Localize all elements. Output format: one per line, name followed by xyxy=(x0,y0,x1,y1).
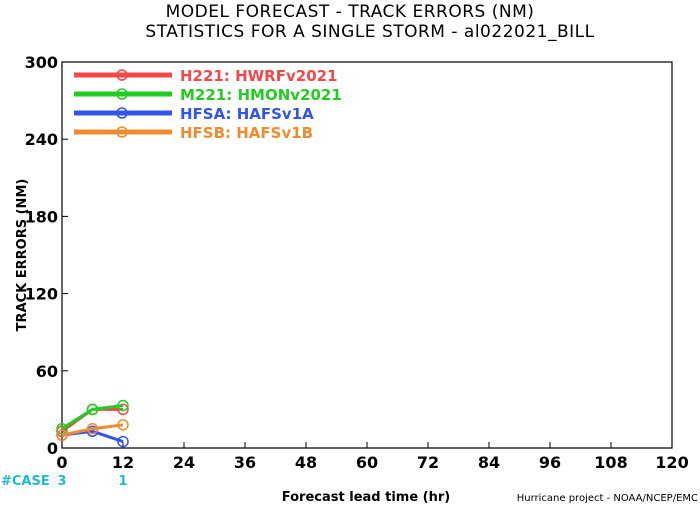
data-point xyxy=(117,403,129,416)
data-point xyxy=(86,403,99,416)
series-line xyxy=(61,404,124,430)
x-tick-label: 96 xyxy=(539,453,561,472)
legend-label: HFSB: HAFSv1B xyxy=(180,124,313,142)
case-count-row: #CASE 3 1 xyxy=(1,474,128,489)
data-point xyxy=(86,422,99,435)
y-tick-label: 300 xyxy=(25,53,58,72)
x-axis-label: Forecast lead time (hr) xyxy=(282,490,450,505)
legend-label: HFSA: HAFSv1A xyxy=(180,105,314,123)
x-tick-label: 84 xyxy=(478,453,500,472)
series-layer xyxy=(56,399,129,448)
x-tick-label: 0 xyxy=(56,453,67,472)
x-tick-label: 72 xyxy=(417,453,439,472)
x-tick-label: 48 xyxy=(295,453,317,472)
data-point xyxy=(117,399,129,412)
x-axis-ticks: 0 12 24 36 48 60 72 84 96 108 120 xyxy=(56,442,689,472)
case-count: 1 xyxy=(118,474,127,489)
x-tick-label: 24 xyxy=(173,453,195,472)
y-tick-label: 180 xyxy=(25,207,58,226)
credit-text: Hurricane project - NOAA/NCEP/EMC xyxy=(517,493,698,504)
case-count: 3 xyxy=(57,474,66,489)
legend-label: H221: HWRFv2021 xyxy=(180,67,338,85)
y-axis-ticks: 0 60 120 180 240 300 xyxy=(25,53,68,458)
legend-marker xyxy=(116,107,128,119)
data-point xyxy=(117,419,129,431)
x-tick-label: 60 xyxy=(356,453,378,472)
legend-marker xyxy=(116,69,128,81)
legend-label: M221: HMONv2021 xyxy=(180,86,342,104)
series-line xyxy=(61,423,124,437)
legend-marker xyxy=(116,126,128,138)
plot-area-frame xyxy=(61,61,673,449)
data-point xyxy=(117,435,129,448)
x-tick-label: 108 xyxy=(594,453,627,472)
x-tick-label: 120 xyxy=(655,453,688,472)
x-tick-label: 12 xyxy=(112,453,134,472)
chart-title-line2: STATISTICS FOR A SINGLE STORM - al022021… xyxy=(145,22,594,42)
y-tick-label: 240 xyxy=(25,130,58,149)
y-tick-label: 60 xyxy=(36,362,58,381)
x-tick-label: 36 xyxy=(234,453,256,472)
y-axis-label: TRACK ERRORS (NM) xyxy=(15,179,30,332)
case-label: #CASE xyxy=(1,474,50,489)
y-tick-label: 120 xyxy=(25,285,58,304)
legend-marker xyxy=(116,88,128,100)
y-tick-label: 0 xyxy=(47,439,58,458)
chart-title-line1: MODEL FORECAST - TRACK ERRORS (NM) xyxy=(166,2,535,22)
data-point xyxy=(56,429,68,441)
